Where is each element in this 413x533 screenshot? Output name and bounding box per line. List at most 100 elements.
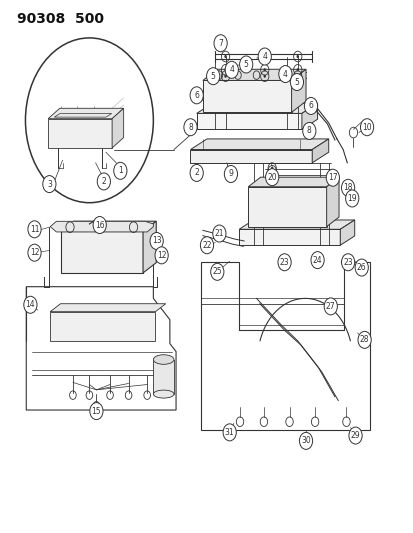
- Polygon shape: [291, 69, 305, 112]
- Circle shape: [206, 68, 219, 85]
- Circle shape: [212, 225, 225, 242]
- Circle shape: [224, 68, 226, 71]
- Polygon shape: [143, 221, 156, 273]
- Circle shape: [97, 173, 110, 190]
- Circle shape: [263, 68, 266, 71]
- Circle shape: [93, 216, 106, 233]
- Polygon shape: [202, 69, 305, 80]
- Circle shape: [224, 55, 226, 58]
- Text: 21: 21: [214, 229, 223, 238]
- Text: 6: 6: [194, 91, 199, 100]
- Circle shape: [225, 61, 238, 78]
- Polygon shape: [190, 139, 328, 150]
- Circle shape: [183, 119, 197, 136]
- Text: 25: 25: [212, 268, 222, 276]
- Polygon shape: [248, 177, 338, 187]
- Circle shape: [200, 237, 213, 254]
- Text: 27: 27: [325, 302, 335, 311]
- Circle shape: [265, 168, 278, 185]
- Text: 17: 17: [327, 173, 337, 182]
- Circle shape: [357, 332, 370, 349]
- Polygon shape: [112, 108, 123, 148]
- Text: 90308  500: 90308 500: [17, 12, 104, 27]
- Circle shape: [323, 298, 337, 315]
- Circle shape: [210, 263, 223, 280]
- Polygon shape: [239, 229, 339, 245]
- Circle shape: [270, 166, 273, 169]
- Circle shape: [223, 424, 236, 441]
- Circle shape: [28, 244, 41, 261]
- Circle shape: [270, 173, 273, 176]
- Circle shape: [270, 169, 273, 172]
- Polygon shape: [301, 103, 317, 130]
- Text: 26: 26: [356, 263, 366, 272]
- Circle shape: [190, 165, 203, 181]
- Circle shape: [150, 232, 163, 249]
- Polygon shape: [326, 177, 338, 227]
- Ellipse shape: [153, 390, 173, 398]
- Text: 5: 5: [294, 77, 299, 86]
- Circle shape: [258, 48, 271, 65]
- Polygon shape: [50, 221, 153, 232]
- Polygon shape: [153, 360, 173, 394]
- Polygon shape: [48, 108, 123, 119]
- Circle shape: [299, 432, 312, 449]
- Circle shape: [354, 259, 368, 276]
- Polygon shape: [50, 312, 155, 341]
- Circle shape: [263, 75, 266, 78]
- Ellipse shape: [153, 355, 173, 365]
- Text: 8: 8: [306, 126, 311, 135]
- Polygon shape: [239, 220, 354, 229]
- Circle shape: [28, 221, 41, 238]
- Text: 2: 2: [194, 168, 199, 177]
- Text: 19: 19: [347, 194, 356, 203]
- Circle shape: [214, 35, 227, 52]
- Text: 20: 20: [267, 173, 276, 182]
- Circle shape: [304, 98, 317, 115]
- Polygon shape: [339, 220, 354, 245]
- Text: 28: 28: [359, 335, 368, 344]
- Circle shape: [341, 254, 354, 271]
- Polygon shape: [50, 304, 165, 312]
- Circle shape: [325, 169, 339, 186]
- Polygon shape: [190, 150, 311, 163]
- Circle shape: [302, 123, 315, 140]
- Text: 3: 3: [47, 180, 52, 189]
- Text: 30: 30: [300, 437, 310, 446]
- Text: 16: 16: [95, 221, 104, 230]
- Circle shape: [296, 68, 298, 71]
- Circle shape: [154, 247, 168, 264]
- Circle shape: [90, 402, 103, 419]
- Polygon shape: [202, 80, 291, 112]
- Text: 12: 12: [30, 248, 39, 257]
- Circle shape: [290, 74, 303, 91]
- Text: 11: 11: [30, 225, 39, 234]
- Text: 18: 18: [342, 183, 352, 192]
- Polygon shape: [60, 231, 143, 273]
- Polygon shape: [48, 119, 112, 148]
- Text: 24: 24: [312, 256, 322, 264]
- Text: 5: 5: [243, 60, 248, 69]
- Text: 1: 1: [118, 166, 122, 175]
- Text: 4: 4: [282, 70, 287, 78]
- Circle shape: [296, 75, 298, 78]
- Text: 4: 4: [229, 66, 234, 74]
- Text: 12: 12: [157, 251, 166, 260]
- Circle shape: [277, 254, 290, 271]
- Text: 2: 2: [101, 177, 106, 186]
- Text: 22: 22: [202, 241, 211, 250]
- Circle shape: [360, 119, 373, 136]
- Circle shape: [278, 66, 291, 83]
- Circle shape: [190, 87, 203, 104]
- Polygon shape: [196, 103, 317, 114]
- Circle shape: [345, 190, 358, 207]
- Text: 9: 9: [228, 169, 233, 179]
- Polygon shape: [60, 221, 156, 231]
- Polygon shape: [196, 114, 301, 130]
- Text: 8: 8: [188, 123, 192, 132]
- Text: 7: 7: [218, 39, 223, 48]
- Circle shape: [239, 56, 252, 73]
- Text: 13: 13: [152, 237, 161, 246]
- Text: 6: 6: [308, 101, 313, 110]
- Circle shape: [224, 75, 226, 78]
